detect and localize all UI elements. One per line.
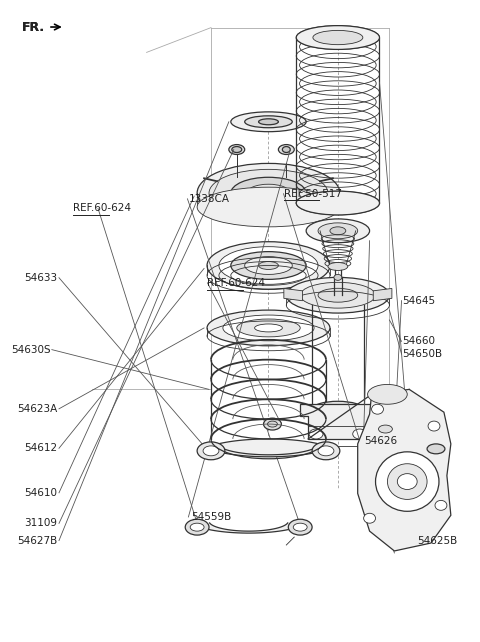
Text: REF.50-517: REF.50-517 xyxy=(284,189,342,199)
Ellipse shape xyxy=(427,444,445,454)
Ellipse shape xyxy=(288,519,312,535)
Ellipse shape xyxy=(312,442,340,460)
Ellipse shape xyxy=(231,177,306,209)
Ellipse shape xyxy=(259,189,278,197)
Ellipse shape xyxy=(296,26,380,49)
Ellipse shape xyxy=(309,429,323,439)
Ellipse shape xyxy=(209,169,328,217)
Ellipse shape xyxy=(254,324,282,332)
Text: 54633: 54633 xyxy=(24,273,58,282)
Ellipse shape xyxy=(203,446,219,456)
Ellipse shape xyxy=(245,116,292,128)
Polygon shape xyxy=(190,522,307,533)
Text: 54626: 54626 xyxy=(364,436,397,446)
Ellipse shape xyxy=(318,223,358,239)
Ellipse shape xyxy=(312,401,364,417)
Text: 54559B: 54559B xyxy=(191,512,231,522)
Text: 54660: 54660 xyxy=(403,336,435,347)
Ellipse shape xyxy=(428,421,440,431)
Ellipse shape xyxy=(397,474,417,489)
Ellipse shape xyxy=(318,446,334,456)
Ellipse shape xyxy=(185,519,209,535)
Ellipse shape xyxy=(300,282,375,308)
Ellipse shape xyxy=(190,523,204,531)
Text: 54612: 54612 xyxy=(24,443,58,453)
Ellipse shape xyxy=(207,241,330,290)
Ellipse shape xyxy=(328,263,348,270)
Text: 54645: 54645 xyxy=(403,295,436,306)
Ellipse shape xyxy=(278,144,294,155)
Ellipse shape xyxy=(296,191,380,215)
Text: 31109: 31109 xyxy=(24,518,58,528)
Ellipse shape xyxy=(207,310,330,346)
Ellipse shape xyxy=(364,514,375,523)
Polygon shape xyxy=(373,288,392,300)
Text: REF.60-624: REF.60-624 xyxy=(73,204,131,213)
Ellipse shape xyxy=(379,425,392,433)
Text: 54630S: 54630S xyxy=(11,345,50,354)
Ellipse shape xyxy=(287,277,389,313)
Ellipse shape xyxy=(353,429,367,439)
Ellipse shape xyxy=(334,274,342,281)
Ellipse shape xyxy=(223,315,314,341)
Ellipse shape xyxy=(259,119,278,125)
Ellipse shape xyxy=(330,227,346,235)
Ellipse shape xyxy=(197,442,225,460)
Ellipse shape xyxy=(387,464,427,499)
Text: 54650B: 54650B xyxy=(403,349,443,359)
Ellipse shape xyxy=(282,146,290,153)
Text: FR.: FR. xyxy=(22,21,45,33)
Ellipse shape xyxy=(247,184,290,202)
Ellipse shape xyxy=(232,146,242,153)
Ellipse shape xyxy=(259,261,278,270)
Text: 1338CA: 1338CA xyxy=(188,194,229,204)
Ellipse shape xyxy=(267,421,277,427)
Polygon shape xyxy=(300,404,375,439)
Ellipse shape xyxy=(372,404,384,414)
Ellipse shape xyxy=(219,247,318,284)
Polygon shape xyxy=(358,390,451,551)
Text: 54610: 54610 xyxy=(24,488,58,498)
Ellipse shape xyxy=(375,452,439,511)
Ellipse shape xyxy=(245,257,292,274)
Text: 54627B: 54627B xyxy=(17,535,58,546)
Ellipse shape xyxy=(197,187,340,227)
Ellipse shape xyxy=(229,144,245,155)
Ellipse shape xyxy=(318,288,358,302)
Ellipse shape xyxy=(231,252,306,279)
Ellipse shape xyxy=(264,418,281,430)
Ellipse shape xyxy=(313,30,363,45)
Ellipse shape xyxy=(368,385,407,404)
Text: REF.60-624: REF.60-624 xyxy=(207,278,265,288)
Text: FR.: FR. xyxy=(22,21,45,33)
Polygon shape xyxy=(284,288,302,300)
Ellipse shape xyxy=(306,219,370,243)
Text: 54625B: 54625B xyxy=(417,535,457,546)
Ellipse shape xyxy=(237,319,300,337)
Ellipse shape xyxy=(435,500,447,510)
Ellipse shape xyxy=(231,112,306,132)
Ellipse shape xyxy=(197,164,340,223)
Text: 54623A: 54623A xyxy=(17,404,58,414)
Ellipse shape xyxy=(293,523,307,531)
Polygon shape xyxy=(204,439,334,457)
